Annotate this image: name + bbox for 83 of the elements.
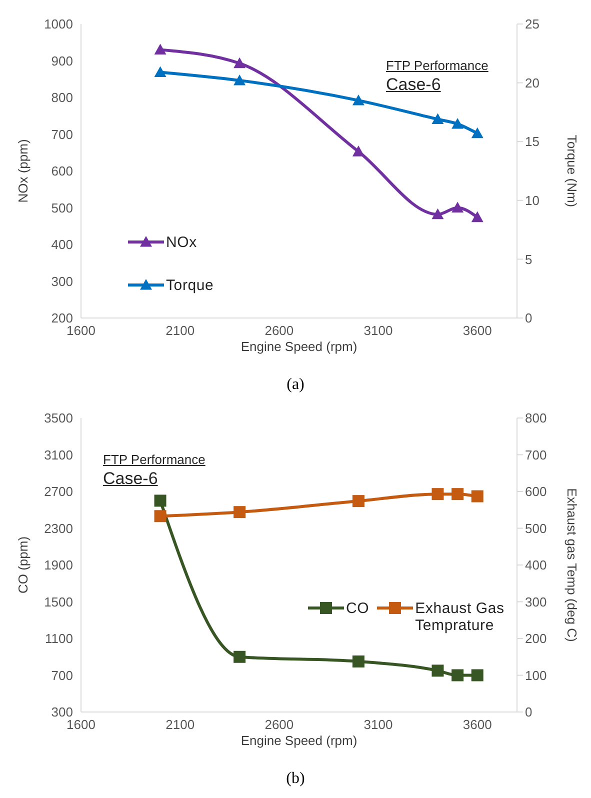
y-tick-label: 1100 (45, 631, 73, 646)
x-tick-label: 1600 (66, 717, 96, 732)
annotation: FTP Performance (103, 452, 206, 467)
y-tick-label: 300 (51, 704, 73, 720)
y2-tick-label: 200 (525, 631, 547, 646)
point (432, 488, 444, 500)
y-tick-label: 200 (51, 310, 73, 326)
point (471, 490, 484, 502)
legend-label: Exhaust Gas Temprature (415, 600, 504, 634)
point (352, 94, 364, 106)
y2-tick-label: 800 (525, 410, 547, 426)
annotation: Case-6 (103, 469, 159, 489)
point (432, 664, 444, 677)
point (234, 57, 246, 68)
point (154, 510, 166, 522)
point (471, 211, 484, 222)
y2-tick-label: 600 (525, 484, 547, 500)
x-tick-label: 3100 (364, 323, 393, 338)
point (154, 66, 166, 78)
x-tick-label: 2600 (264, 323, 294, 338)
x-axis-title: Engine Speed (rpm) (240, 339, 358, 354)
y-tick-label: 400 (51, 237, 73, 252)
point (234, 650, 246, 663)
legend-label: NOx (166, 234, 197, 251)
x-tick-label: 2100 (166, 323, 195, 338)
y-tick-label: 1500 (44, 594, 73, 610)
point (452, 488, 464, 500)
y-axis-title: NOx (ppm) (16, 139, 31, 203)
legend-label: CO (346, 600, 370, 617)
y2-axis-title: Exhaust gas Temp (deg C) (564, 488, 580, 642)
y-tick-label: 700 (51, 668, 73, 683)
y2-tick-label: 400 (525, 558, 547, 573)
point (452, 202, 464, 213)
point (471, 127, 484, 138)
y2-tick-label: 20 (525, 75, 540, 90)
point (154, 494, 166, 507)
x-tick-label: 2100 (166, 717, 195, 732)
point (352, 146, 364, 156)
legend-label: Torque (166, 277, 214, 294)
y-tick-label: 3500 (44, 410, 73, 426)
y-tick-label: 2700 (44, 484, 73, 500)
y-tick-label: 500 (51, 200, 73, 216)
text: (b) (285, 770, 306, 789)
point (452, 118, 464, 129)
y-tick-label: 900 (51, 53, 73, 68)
y-tick-label: 800 (51, 90, 73, 106)
y-tick-label: 1900 (44, 558, 73, 573)
y2-tick-label: 10 (525, 193, 540, 208)
x-tick-label: 2600 (264, 717, 294, 732)
y-tick-label: 600 (51, 164, 73, 179)
y2-tick-label: 100 (525, 668, 547, 683)
y2-axis-title: Torque (Nm) (564, 134, 580, 208)
point (234, 74, 246, 86)
y2-tick-label: 25 (525, 16, 540, 32)
point (154, 44, 166, 55)
text: (a) (286, 376, 306, 395)
x-axis-title: Engine Speed (rpm) (240, 733, 358, 748)
y2-tick-label: 5 (525, 252, 532, 267)
annotation: FTP Performance (386, 58, 488, 73)
y2-tick-label: 15 (525, 134, 540, 150)
y-tick-label: 300 (51, 274, 73, 289)
x-tick-label: 3600 (462, 717, 492, 732)
point (471, 669, 484, 682)
point (234, 506, 246, 518)
point (352, 655, 364, 668)
x-tick-label: 3600 (462, 323, 492, 338)
y-tick-label: 2300 (44, 520, 73, 536)
y2-tick-label: 500 (525, 520, 547, 536)
x-tick-label: 3100 (364, 717, 393, 732)
y-axis-title: CO (ppm) (16, 536, 31, 594)
annotation: Case-6 (386, 75, 442, 95)
y-tick-label: 700 (51, 126, 73, 142)
point (352, 495, 364, 508)
x-tick-label: 1600 (66, 323, 96, 338)
point (432, 208, 444, 220)
y-tick-label: 3100 (44, 447, 73, 462)
y-tick-label: 1000 (44, 16, 73, 32)
y2-tick-label: 300 (525, 594, 547, 610)
point (452, 669, 464, 682)
y2-tick-label: 700 (525, 447, 547, 462)
y2-tick-label: 0 (525, 704, 532, 720)
y2-tick-label: 0 (525, 310, 532, 326)
point (432, 113, 444, 124)
